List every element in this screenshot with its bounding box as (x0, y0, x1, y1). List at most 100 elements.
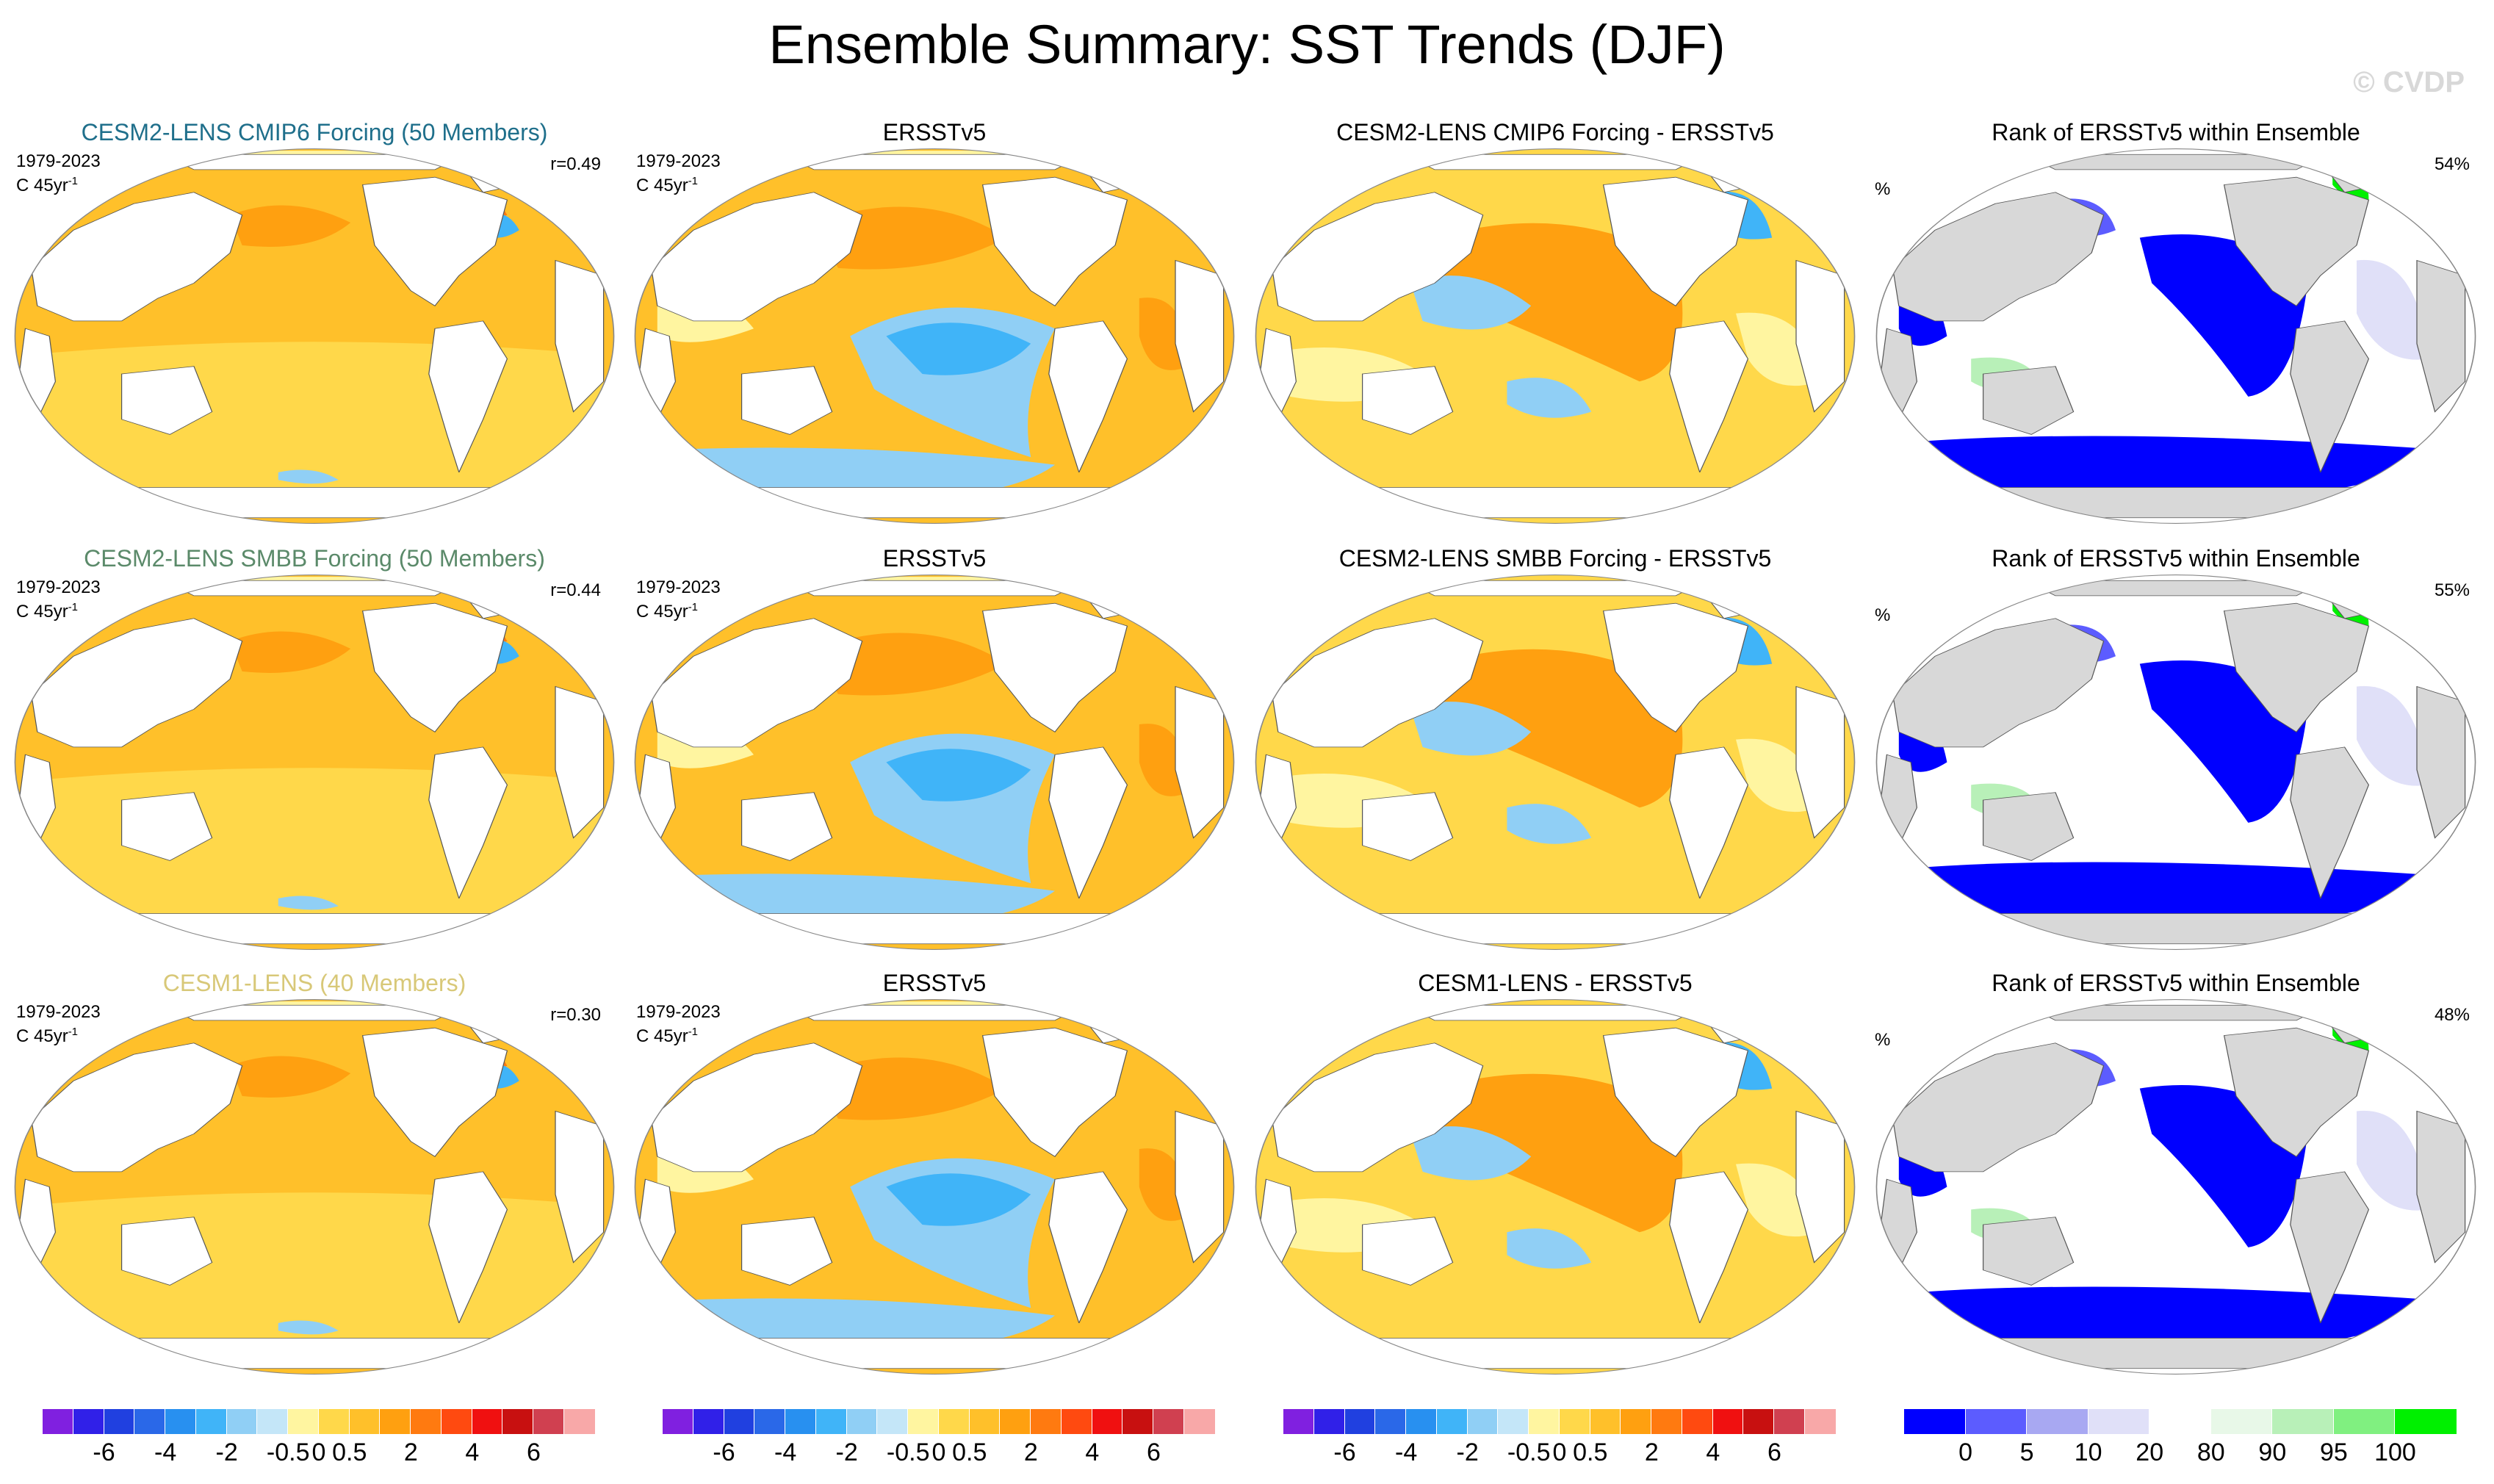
colorbar-swatch (1651, 1409, 1682, 1434)
anomaly-region (2019, 1005, 2044, 1017)
colorbar-swatch (877, 1409, 909, 1434)
panel-title-obs: ERSSTv5 (882, 119, 987, 145)
panel-title-obs: ERSSTv5 (882, 545, 987, 572)
map-diff-row1 (1255, 148, 1856, 524)
units-base: C 45yr (636, 176, 688, 195)
colorbar-swatch (1283, 1409, 1314, 1434)
land-mass (981, 176, 1128, 306)
land-mass (692, 913, 1177, 945)
land-mass (1933, 1338, 2418, 1369)
land-mass (1880, 1178, 1918, 1272)
colorbar-tick-label: 6 (1767, 1438, 1781, 1466)
period-units-label: 1979-2023 C 45yr-1 (16, 151, 101, 195)
land-mass (1880, 328, 1918, 421)
land-mass (782, 580, 1086, 597)
period-text: 1979-2023 (636, 577, 721, 597)
colorbar-swatch (2272, 1409, 2334, 1434)
colorbar-tick-label: -6 (713, 1438, 735, 1466)
colorbar-swatch (1031, 1409, 1062, 1434)
colorbar-swatch (693, 1409, 724, 1434)
units-base: C 45yr (636, 602, 688, 622)
colorbar-tick-label: 90 (2258, 1438, 2287, 1466)
colorbar-swatch (441, 1409, 472, 1434)
land-mass (361, 602, 508, 732)
colorbar-tick-label: 0 (1958, 1438, 1973, 1466)
land-mass (782, 1004, 1086, 1021)
colorbar-swatch (318, 1409, 350, 1434)
land-mass (1982, 792, 2075, 861)
colorbar-tick-label: 80 (2196, 1438, 2225, 1466)
units-exponent: -1 (68, 601, 79, 613)
colorbar-swatch (1000, 1409, 1031, 1434)
land-mass (1602, 1027, 1749, 1157)
colorbar-swatch (2088, 1409, 2150, 1434)
pattern-correlation: r=0.49 (550, 154, 601, 174)
land-mass (740, 366, 833, 435)
land-mass (1271, 618, 1484, 748)
colorbar-swatch (2395, 1409, 2457, 1434)
land-mass (555, 259, 605, 413)
colorbar-swatch (1529, 1409, 1560, 1434)
land-mass (1313, 1338, 1798, 1369)
colorbar-tick-label: -6 (93, 1438, 115, 1466)
anomaly-region (2019, 154, 2044, 166)
land-mass (1313, 913, 1798, 945)
units-exponent: -1 (68, 1026, 79, 1038)
land-mass (650, 192, 863, 322)
anomaly-region (230, 1056, 351, 1098)
colorbar-tick-label: -2 (215, 1438, 238, 1466)
colorbar-tick-label: 0.5 (332, 1438, 367, 1466)
land-mass (120, 792, 213, 861)
rank-percentage: 48% (2434, 1005, 2470, 1025)
colorbar-tick-label: 0.5 (952, 1438, 987, 1466)
colorbar-tick-label: -0.5 (886, 1438, 930, 1466)
map-rank-row1 (1875, 148, 2476, 524)
colorbar-swatch (226, 1409, 258, 1434)
colorbar-swatch (663, 1409, 693, 1434)
colorbar-tick-label: 6 (1146, 1438, 1161, 1466)
land-mass (1361, 792, 1454, 861)
colorbar-tick-label: -2 (1456, 1438, 1479, 1466)
panel-title-diff: CESM1-LENS - ERSSTv5 (1418, 970, 1693, 996)
period-text: 1979-2023 (636, 1002, 721, 1022)
panel-title-diff: CESM2-LENS CMIP6 Forcing - ERSSTv5 (1336, 119, 1774, 145)
anomaly-region (1410, 1126, 1532, 1181)
land-mass (18, 328, 57, 421)
land-mass (1271, 192, 1484, 322)
colorbar-swatch (1743, 1409, 1775, 1434)
colorbar-swatch (43, 1409, 73, 1434)
panel-title-obs: ERSSTv5 (882, 970, 987, 996)
land-mass (1982, 1217, 2075, 1286)
colorbar-swatch (1436, 1409, 1468, 1434)
period-text: 1979-2023 (636, 151, 721, 171)
land-mass (981, 602, 1128, 732)
colorbar-tick-label: 100 (2374, 1438, 2416, 1466)
colorbar-swatch (969, 1409, 1001, 1434)
colorbar-swatch (1061, 1409, 1092, 1434)
land-mass (1175, 259, 1225, 413)
land-mass (1602, 602, 1749, 732)
colorbar-swatch (938, 1409, 970, 1434)
land-mass (1048, 746, 1128, 899)
colorbar-swatch (195, 1409, 227, 1434)
land-mass (1313, 487, 1798, 519)
units-exponent: -1 (688, 175, 699, 187)
colorbar-tick-label: 5 (2019, 1438, 2034, 1466)
panel-title-diff: CESM2-LENS SMBB Forcing - ERSSTv5 (1338, 545, 1772, 572)
colorbar-tick-label: 0 (1552, 1438, 1567, 1466)
map-obs-row2 (634, 574, 1235, 950)
anomaly-region (1435, 1073, 1683, 1233)
map-rank-row2 (1875, 574, 2476, 950)
land-mass (2223, 176, 2370, 306)
land-mass (1795, 1110, 1845, 1264)
map-diff-row3 (1255, 999, 1856, 1375)
land-mass (638, 1178, 677, 1272)
land-mass (1795, 259, 1845, 413)
land-mass (650, 1042, 863, 1173)
colorbar-swatch (1559, 1409, 1590, 1434)
land-mass (1361, 366, 1454, 435)
colorbar-tick-label: 0 (931, 1438, 946, 1466)
land-mass (1982, 366, 2075, 435)
land-mass (428, 320, 508, 473)
land-mass (1892, 192, 2105, 322)
